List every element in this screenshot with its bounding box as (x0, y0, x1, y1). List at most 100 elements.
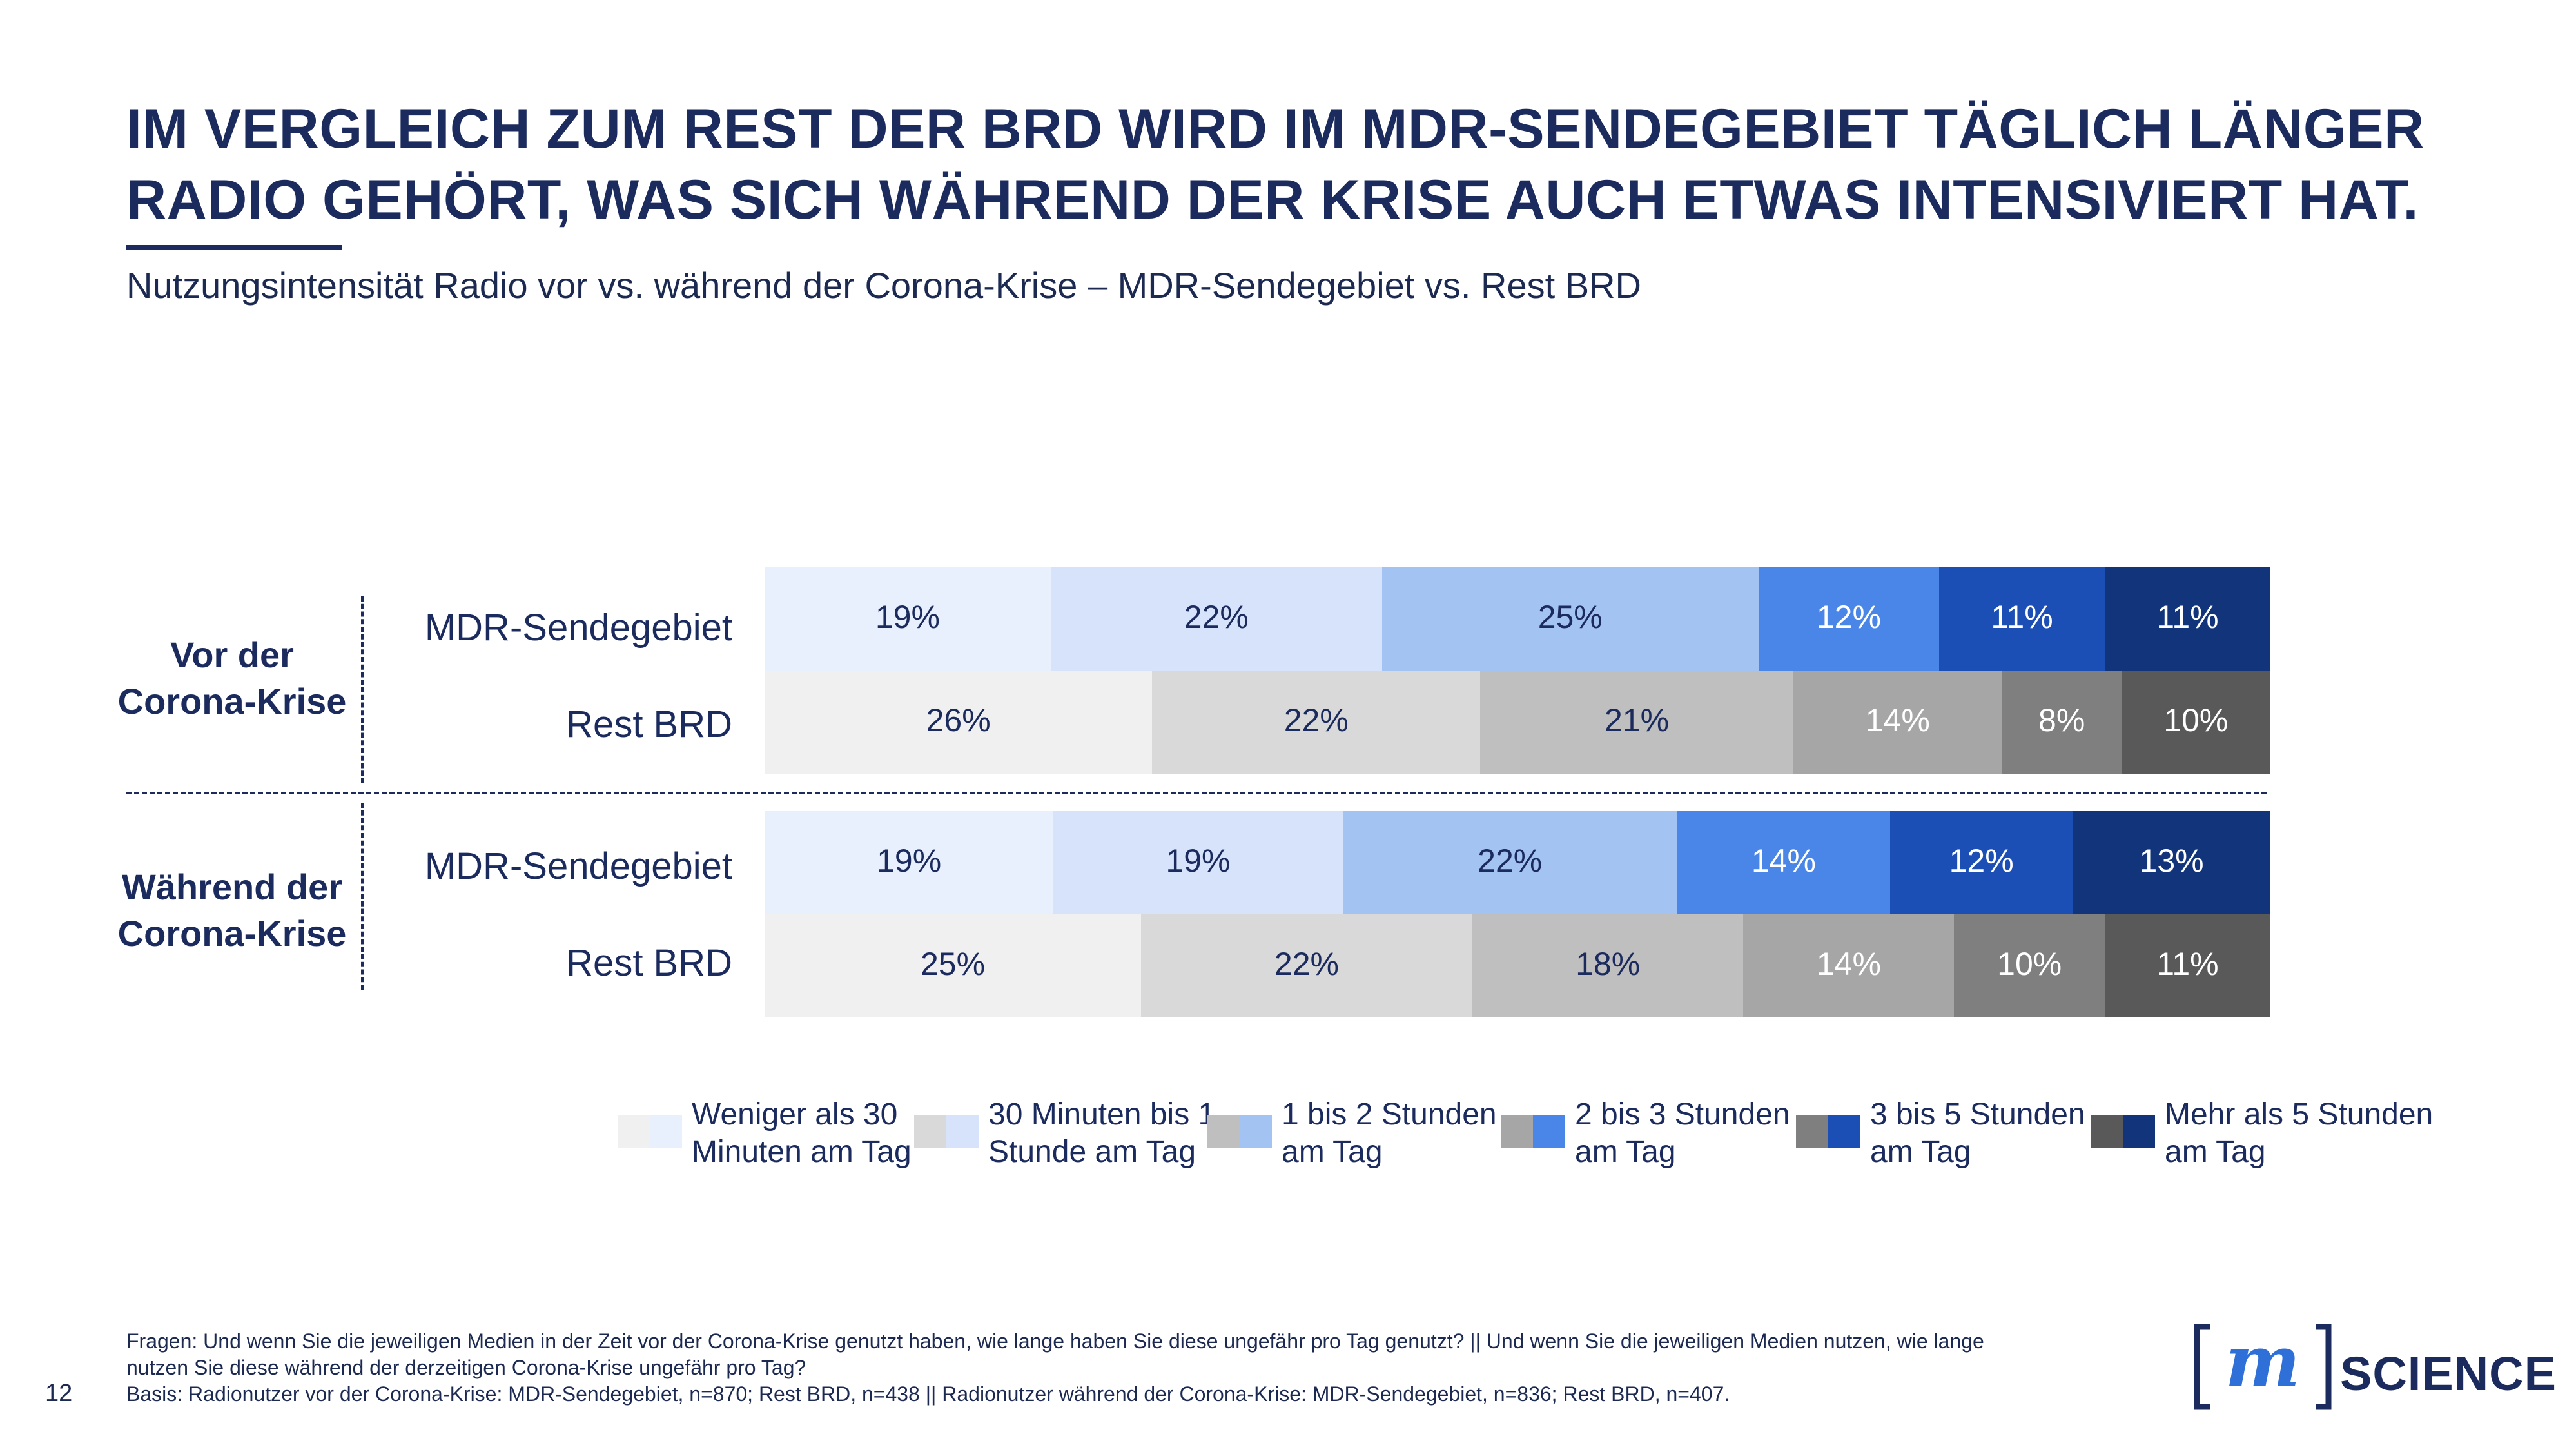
legend-label: 2 bis 3 Stunden am Tag (1575, 1096, 1790, 1171)
data-label: 11% (1991, 599, 2053, 635)
group-divider (126, 792, 2267, 794)
bar-segment: 11% (2105, 567, 2270, 671)
bar-segment: 14% (1677, 811, 1891, 914)
legend-swatch-blue (946, 1115, 979, 1148)
vertical-divider-bottom (361, 803, 364, 990)
bar-segment: 21% (1480, 671, 1793, 774)
bar-segment: 22% (1152, 671, 1481, 774)
data-label: 22% (1184, 599, 1249, 635)
data-label: 25% (920, 946, 986, 982)
group-label-during: Während der Corona-Krise (97, 864, 367, 957)
bar-segment: 19% (765, 811, 1054, 914)
data-label: 25% (1537, 599, 1603, 635)
data-label: 8% (2038, 702, 2085, 738)
legend-label-line1: 30 Minuten bis 1 (988, 1097, 1216, 1132)
legend-label-line2: am Tag (1282, 1135, 1383, 1169)
legend-label-line2: Stunde am Tag (988, 1135, 1196, 1169)
data-label: 11% (2156, 599, 2219, 635)
legend-label-line2: Minuten am Tag (692, 1135, 912, 1169)
legend-swatch-blue (1533, 1115, 1565, 1148)
bar-segment: 10% (2121, 671, 2270, 774)
legend-swatch-blue (1240, 1115, 1272, 1148)
footnote-line-3: Basis: Radionutzer vor der Corona-Krise:… (126, 1382, 1730, 1406)
bar-during-rest: 25% 22% 18% 14% 10% 11% (765, 914, 2270, 1017)
legend-label: 3 bis 5 Stunden am Tag (1870, 1096, 2085, 1171)
legend-label-line1: Mehr als 5 Stunden (2165, 1097, 2434, 1132)
legend: Weniger als 30 Minuten am Tag 30 Minuten b… (618, 1096, 2487, 1180)
row-label-before-mdr: MDR-Sendegebiet (424, 607, 732, 649)
bar-segment: 14% (1793, 671, 2002, 774)
legend-label-line1: Weniger als 30 (692, 1097, 898, 1132)
data-label: 19% (875, 599, 940, 635)
data-label: 14% (1865, 702, 1930, 738)
bar-segment: 8% (2002, 671, 2122, 774)
bar-segment: 11% (2105, 914, 2270, 1017)
bar-segment: 12% (1890, 811, 2073, 914)
data-label: 22% (1478, 843, 1543, 879)
group-label-during-line2: Corona-Krise (117, 913, 347, 954)
bar-segment: 10% (1954, 914, 2105, 1017)
data-label: 12% (1816, 599, 1881, 635)
row-label-before-rest: Rest BRD (566, 703, 732, 745)
legend-swatch-grey (914, 1115, 946, 1148)
bar-segment: 19% (1053, 811, 1343, 914)
data-label: 19% (1166, 843, 1231, 879)
page-number: 12 (45, 1380, 73, 1407)
legend-label: 1 bis 2 Stunden am Tag (1282, 1096, 1497, 1171)
legend-label-line1: 2 bis 3 Stunden (1575, 1097, 1790, 1132)
bar-before-mdr: 19% 22% 25% 12% 11% 11% (765, 567, 2270, 671)
bar-during-mdr: 19% 19% 22% 14% 12% 13% (765, 811, 2270, 914)
legend-swatch-blue (2123, 1115, 2155, 1148)
data-label: 21% (1604, 702, 1670, 738)
footnote-line-2: nutzen Sie diese während der derzeitigen… (126, 1356, 806, 1379)
legend-label-line1: 3 bis 5 Stunden (1870, 1097, 2085, 1132)
legend-label-line2: am Tag (2165, 1135, 2266, 1169)
row-label-during-rest: Rest BRD (566, 942, 732, 984)
data-label: 13% (2139, 843, 2204, 879)
group-label-before-line2: Corona-Krise (117, 681, 347, 721)
bar-segment: 13% (2073, 811, 2270, 914)
legend-swatch-grey (1796, 1115, 1828, 1148)
title-underline (126, 245, 342, 250)
data-label: 10% (1997, 946, 2062, 982)
legend-label: Mehr als 5 Stunden am Tag (2165, 1096, 2433, 1171)
legend-label-line2: am Tag (1870, 1135, 1971, 1169)
bar-segment: 11% (1939, 567, 2105, 671)
data-label: 22% (1274, 946, 1339, 982)
legend-swatch-blue (650, 1115, 682, 1148)
bar-before-rest: 26% 22% 21% 14% 8% 10% (765, 671, 2270, 774)
m-bracket-logo-icon: m (2194, 1320, 2332, 1410)
data-label: 26% (926, 702, 991, 738)
mscience-logo: m SCIENCE (2192, 1320, 2556, 1412)
title-line-1: IM VERGLEICH ZUM REST DER BRD WIRD IM MD… (126, 98, 2425, 160)
logo-text: SCIENCE (2340, 1347, 2557, 1400)
bar-segment: 14% (1743, 914, 1955, 1017)
logo-mark: m (2225, 1322, 2300, 1403)
bar-segment: 22% (1342, 811, 1677, 914)
legend-label-line2: am Tag (1575, 1135, 1676, 1169)
bar-segment: 19% (765, 567, 1051, 671)
data-label: 10% (2163, 702, 2229, 738)
bar-segment: 18% (1472, 914, 1744, 1017)
data-label: 14% (1751, 843, 1816, 879)
bar-segment: 26% (765, 671, 1153, 774)
legend-swatch-grey (618, 1115, 650, 1148)
data-label: 18% (1576, 946, 1641, 982)
bar-segment: 12% (1758, 567, 1940, 671)
subtitle: Nutzungsintensität Radio vor vs. während… (126, 265, 1641, 306)
data-label: 22% (1283, 702, 1349, 738)
bar-segment: 22% (1050, 567, 1382, 671)
legend-swatch-grey (1501, 1115, 1533, 1148)
bar-segment: 25% (1381, 567, 1759, 671)
legend-swatch-blue (1828, 1115, 1860, 1148)
vertical-divider-top (361, 596, 364, 783)
group-label-before-line1: Vor der (170, 634, 294, 675)
group-label-during-line1: Während der (121, 867, 343, 907)
page-title: IM VERGLEICH ZUM REST DER BRD WIRD IM MD… (126, 93, 2425, 235)
group-label-before: Vor der Corona-Krise (97, 632, 367, 725)
data-label: 12% (1949, 843, 2014, 879)
footnote: Fragen: Und wenn Sie die jeweiligen Medi… (126, 1328, 2189, 1408)
legend-swatch-grey (2091, 1115, 2123, 1148)
data-label: 14% (1816, 946, 1881, 982)
footnote-line-1: Fragen: Und wenn Sie die jeweiligen Medi… (126, 1329, 1984, 1353)
